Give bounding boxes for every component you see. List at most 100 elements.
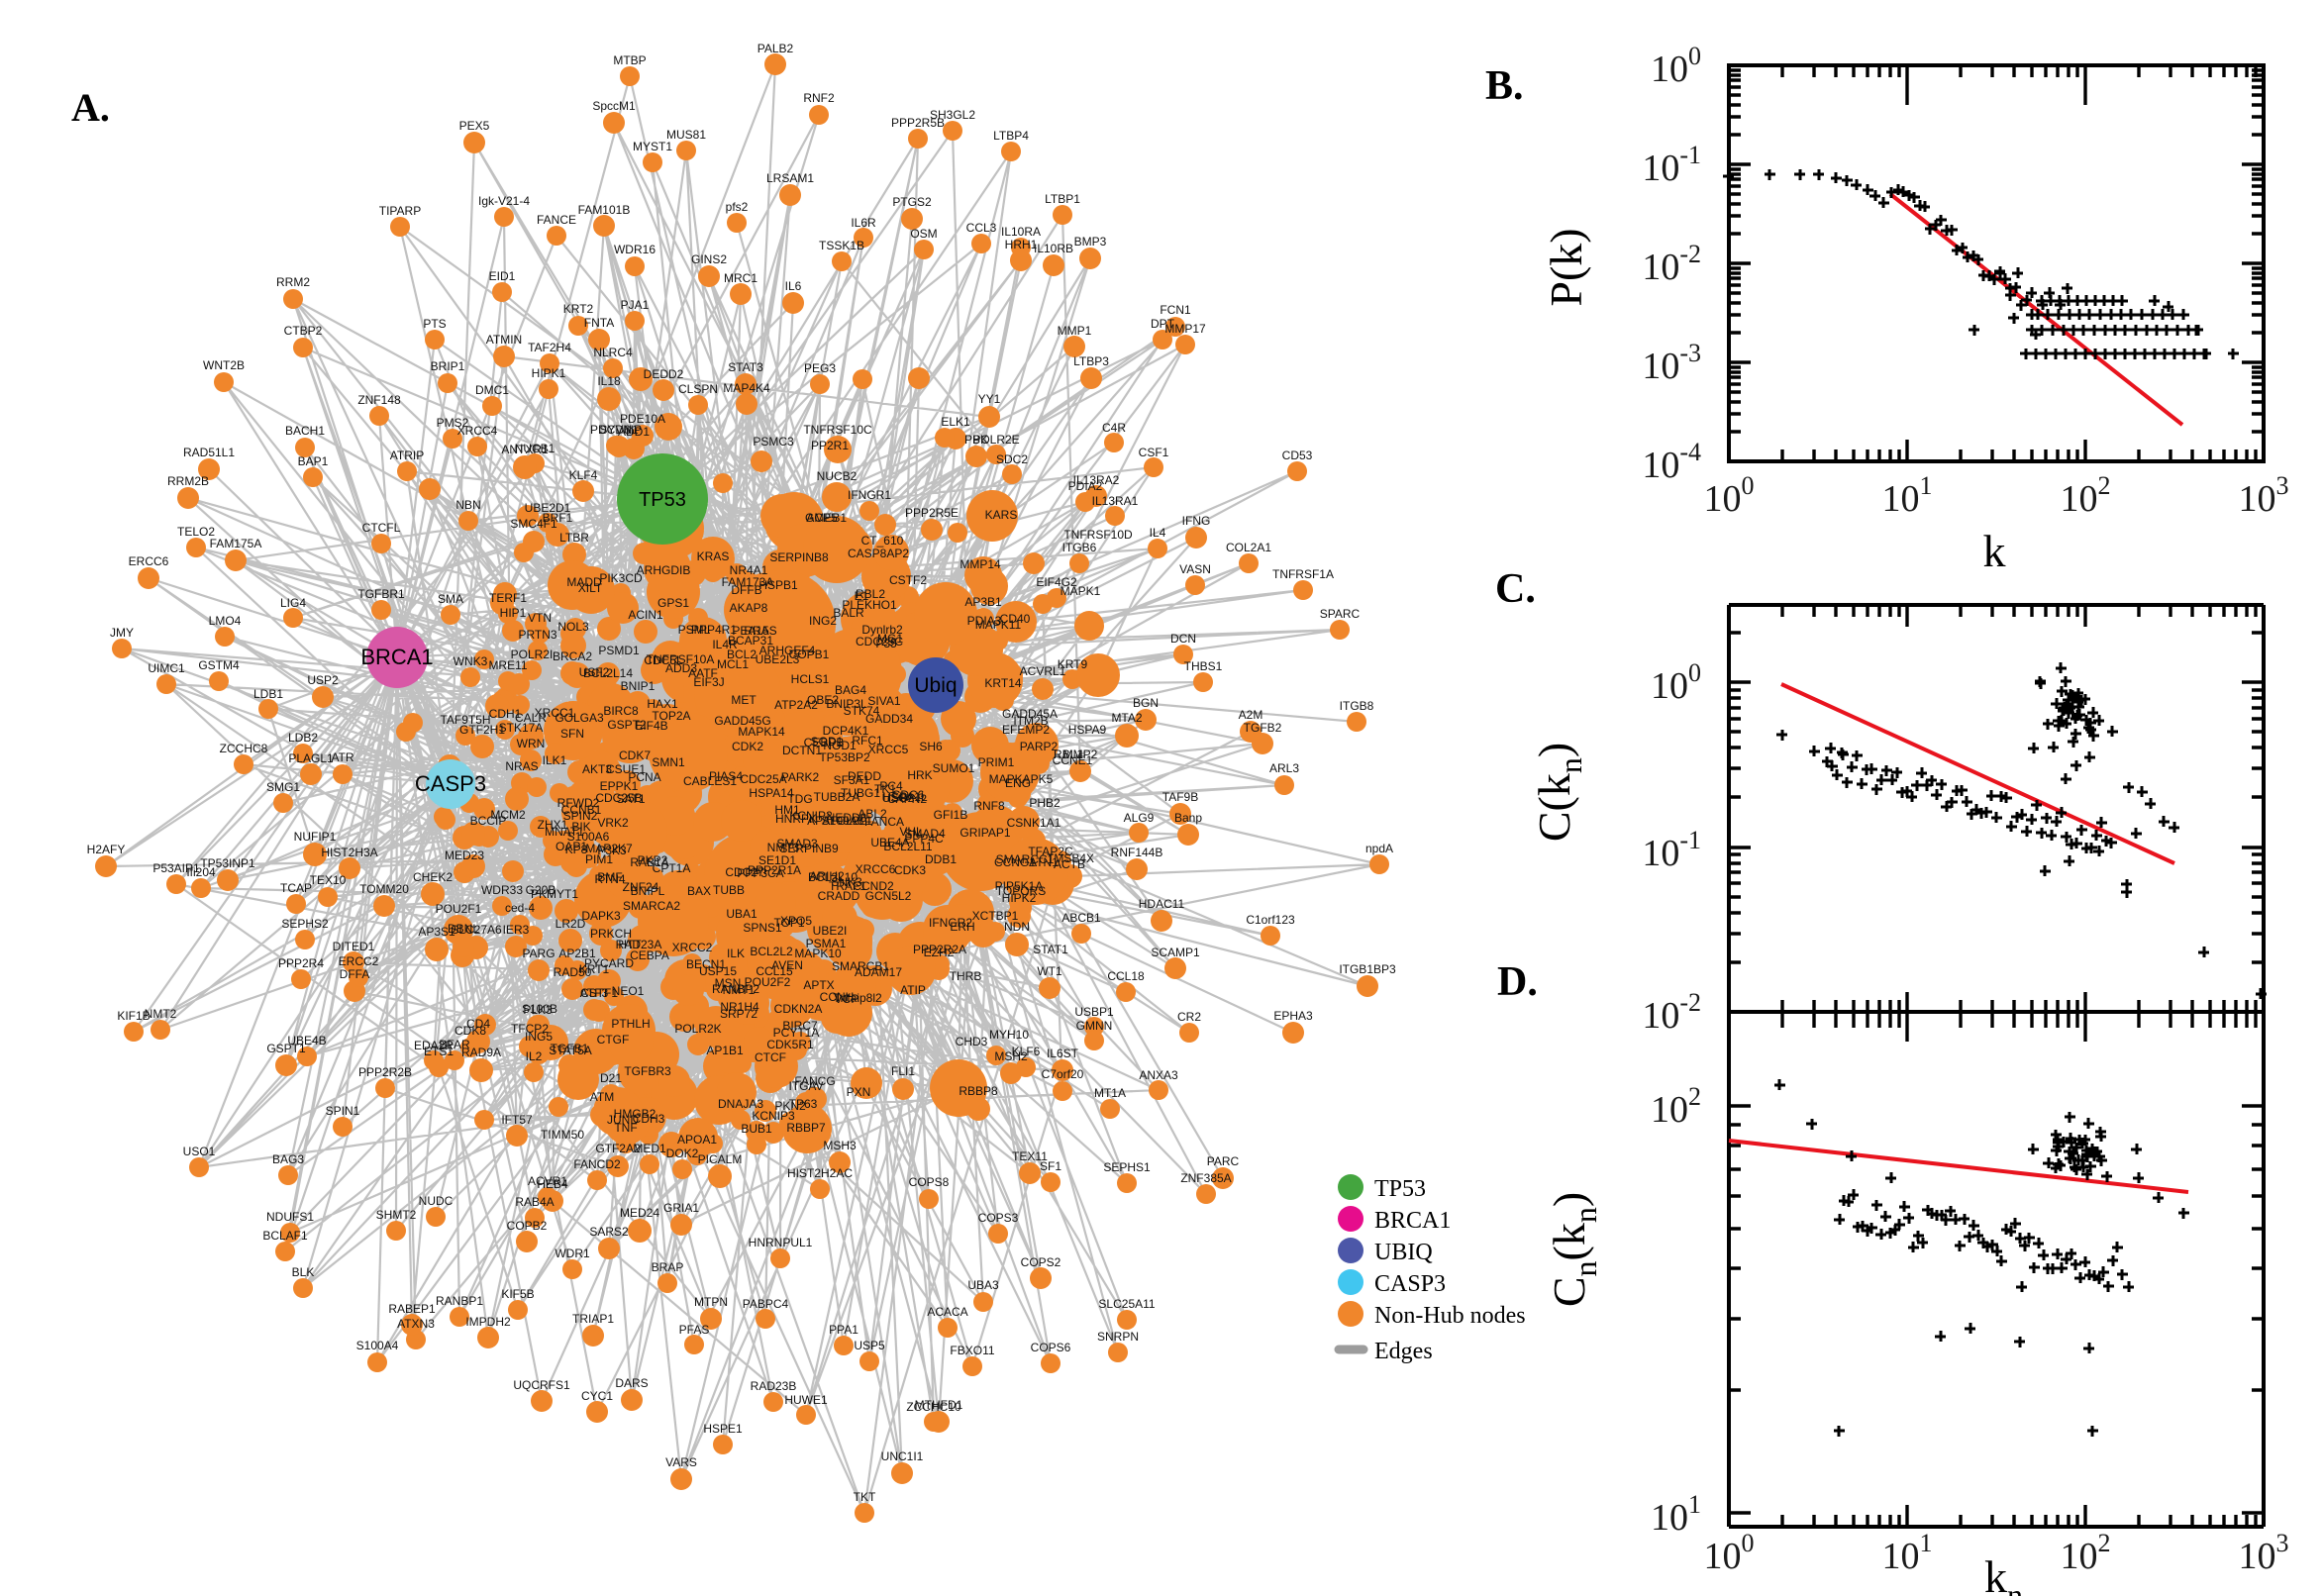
- svg-text:ING5: ING5: [525, 1030, 553, 1044]
- svg-text:RRM2B: RRM2B: [167, 474, 209, 488]
- svg-text:AP3B1: AP3B1: [964, 595, 1002, 609]
- svg-text:BFAR: BFAR: [439, 1038, 470, 1051]
- svg-text:HIST2H2AC: HIST2H2AC: [787, 1166, 853, 1180]
- svg-text:GMNN: GMNN: [1076, 1019, 1113, 1033]
- svg-text:PTHLH: PTHLH: [611, 1017, 650, 1031]
- svg-text:EZH2: EZH2: [924, 946, 955, 959]
- svg-text:TIMM50: TIMM50: [541, 1128, 584, 1142]
- svg-text:D.: D.: [1497, 959, 1538, 1005]
- svg-text:SLC25A11: SLC25A11: [1098, 1297, 1155, 1311]
- svg-text:CHEK2: CHEK2: [413, 870, 453, 884]
- svg-text:IMPDH2: IMPDH2: [465, 1315, 511, 1329]
- svg-text:BACH1: BACH1: [285, 424, 325, 438]
- svg-text:BAP1: BAP1: [298, 454, 329, 468]
- svg-text:JUND: JUND: [607, 1113, 639, 1127]
- svg-text:Banp: Banp: [1174, 811, 1202, 825]
- svg-text:LTBP3: LTBP3: [1073, 354, 1109, 368]
- svg-text:101: 101: [1882, 471, 1933, 520]
- svg-text:CDK8: CDK8: [454, 1024, 486, 1038]
- svg-text:HIPK1: HIPK1: [532, 366, 566, 380]
- svg-text:CDK3: CDK3: [894, 863, 926, 877]
- svg-text:CTBP2: CTBP2: [284, 324, 323, 338]
- svg-text:DEDD: DEDD: [848, 769, 881, 783]
- svg-text:ANTXR1: ANTXR1: [501, 443, 549, 456]
- svg-text:RTN4: RTN4: [594, 872, 625, 886]
- svg-text:10-4: 10-4: [1642, 438, 1701, 486]
- svg-text:TAF2H4: TAF2H4: [528, 341, 571, 354]
- svg-text:PDCD6IP: PDCD6IP: [590, 423, 642, 437]
- svg-text:HNRNPUL1: HNRNPUL1: [749, 1236, 813, 1249]
- svg-text:HIP1: HIP1: [500, 606, 527, 620]
- svg-text:RNF2: RNF2: [803, 91, 835, 105]
- svg-text:GCN5L2: GCN5L2: [865, 889, 912, 903]
- svg-text:PIAS4: PIAS4: [709, 769, 743, 783]
- svg-text:XRCC2: XRCC2: [672, 941, 713, 954]
- svg-text:CSTF1: CSTF1: [580, 986, 618, 1000]
- svg-text:CT_610: CT_610: [861, 534, 904, 548]
- svg-text:DPT: DPT: [1151, 317, 1175, 331]
- svg-text:NEO1: NEO1: [612, 984, 645, 998]
- svg-text:MMP1: MMP1: [1058, 324, 1092, 338]
- svg-text:C1orf123: C1orf123: [1246, 913, 1295, 927]
- svg-text:pfs2: pfs2: [726, 200, 749, 214]
- svg-text:PYCARD: PYCARD: [584, 956, 634, 970]
- svg-text:POU2F2: POU2F2: [745, 975, 791, 989]
- svg-text:DMC1: DMC1: [475, 383, 509, 397]
- svg-text:GFI1B: GFI1B: [934, 808, 968, 822]
- svg-text:CD40: CD40: [1000, 612, 1031, 626]
- svg-text:AP2B1: AP2B1: [558, 947, 596, 960]
- svg-text:RBBP8: RBBP8: [959, 1084, 998, 1098]
- svg-text:BAG3: BAG3: [272, 1152, 304, 1166]
- svg-text:SIVA1: SIVA1: [867, 694, 900, 708]
- svg-text:CCL3: CCL3: [966, 221, 997, 235]
- svg-text:ETS1: ETS1: [424, 1045, 454, 1058]
- svg-text:CASP8AP2: CASP8AP2: [848, 547, 909, 560]
- svg-text:E1: E1: [855, 589, 869, 603]
- svg-text:Tnfaip8l2: Tnfaip8l2: [833, 991, 882, 1005]
- svg-text:NMT3: NMT3: [767, 841, 800, 854]
- svg-text:MAPK14: MAPK14: [738, 725, 785, 739]
- svg-text:PKP2: PKP2: [638, 853, 668, 867]
- svg-text:RAD50: RAD50: [554, 965, 592, 979]
- svg-text:ENG: ENG: [1005, 776, 1031, 790]
- svg-text:CSF1: CSF1: [1139, 446, 1169, 459]
- svg-text:HIST2H3A: HIST2H3A: [321, 846, 377, 859]
- svg-text:EIF3J: EIF3J: [693, 675, 724, 689]
- svg-text:MUS81: MUS81: [666, 128, 706, 142]
- svg-text:HDAC11: HDAC11: [1139, 897, 1185, 911]
- svg-text:PDE10A: PDE10A: [620, 412, 665, 426]
- svg-text:ACTB: ACTB: [1054, 857, 1085, 871]
- svg-text:MMP17: MMP17: [1164, 322, 1206, 336]
- svg-text:IL13RA2: IL13RA2: [1073, 473, 1120, 487]
- svg-text:DFFB: DFFB: [731, 583, 761, 597]
- svg-text:UBA1: UBA1: [726, 907, 758, 921]
- svg-text:GOLGA3: GOLGA3: [555, 711, 604, 725]
- svg-text:BCL2: BCL2: [727, 648, 757, 661]
- svg-text:PPP2R2B: PPP2R2B: [358, 1065, 412, 1079]
- svg-text:KLF4: KLF4: [569, 468, 598, 482]
- svg-text:OSM: OSM: [910, 227, 937, 241]
- svg-text:SRP72: SRP72: [720, 1007, 758, 1021]
- svg-text:LIG4: LIG4: [280, 596, 306, 610]
- svg-text:ITGB6: ITGB6: [1062, 541, 1097, 554]
- svg-text:ced-4: ced-4: [505, 901, 535, 915]
- svg-text:ITGB1BP3: ITGB1BP3: [1339, 962, 1396, 976]
- svg-text:IFT57: IFT57: [501, 1113, 533, 1127]
- svg-text:WRN: WRN: [517, 737, 546, 750]
- svg-text:HIPK2: HIPK2: [1002, 891, 1037, 905]
- svg-text:CDC27: CDC27: [725, 865, 764, 879]
- svg-text:Non-Hub nodes: Non-Hub nodes: [1374, 1303, 1526, 1329]
- svg-text:KP8: KP8: [565, 843, 588, 856]
- svg-text:TIPARP: TIPARP: [379, 204, 421, 218]
- svg-text:PEA15: PEA15: [732, 624, 769, 638]
- svg-text:BCAP31: BCAP31: [728, 634, 773, 648]
- svg-text:RAD51L1: RAD51L1: [183, 446, 235, 459]
- svg-text:SH6: SH6: [919, 740, 943, 753]
- svg-text:MMP2: MMP2: [1063, 748, 1098, 761]
- svg-text:CABLES1: CABLES1: [683, 774, 737, 788]
- svg-text:RAD23B: RAD23B: [751, 1379, 797, 1393]
- svg-text:PSMC3: PSMC3: [753, 435, 794, 449]
- svg-text:ATXN3: ATXN3: [397, 1317, 435, 1331]
- svg-text:YY1: YY1: [978, 392, 1001, 406]
- svg-text:UBE2I: UBE2I: [813, 924, 848, 938]
